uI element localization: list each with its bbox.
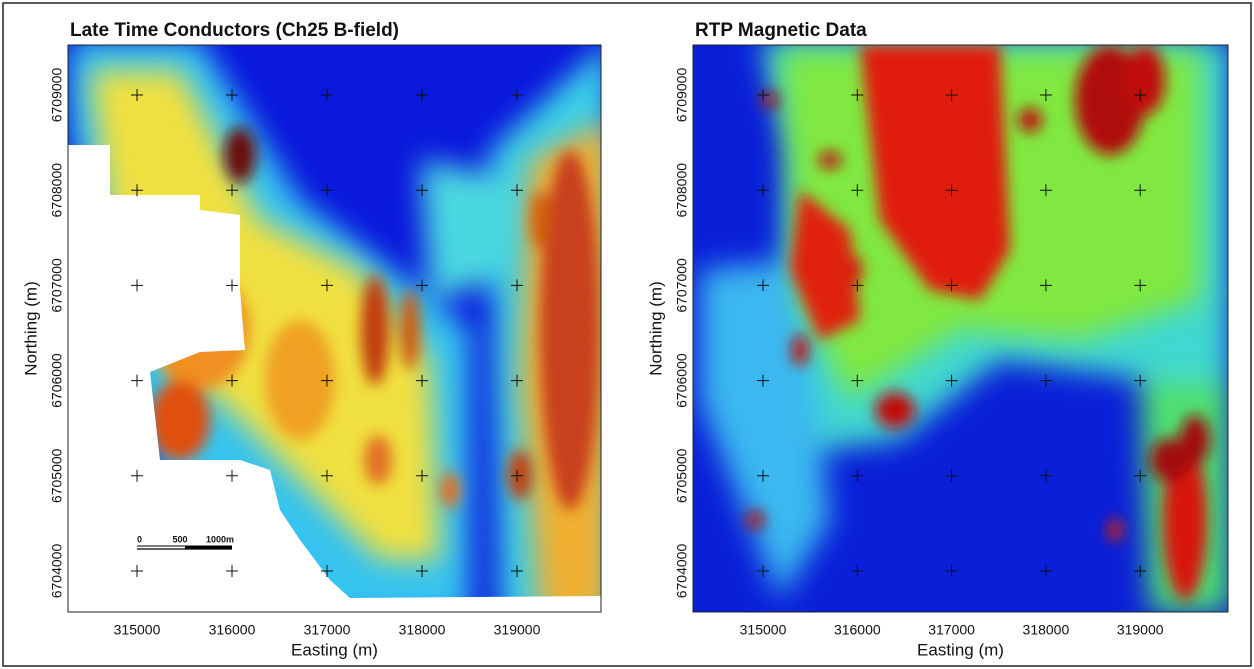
x-tick-label: 315000: [740, 622, 787, 638]
y-tick-label: 6707000: [49, 258, 65, 313]
x-tick-label: 317000: [304, 622, 351, 638]
x-tick-label: 315000: [114, 622, 161, 638]
y-axis-label: Northing (m): [21, 281, 40, 375]
y-tick-label: 6705000: [674, 448, 690, 503]
magnetic-map: [693, 40, 1230, 612]
figure: Late Time Conductors (Ch25 B-field) Easti…: [0, 0, 1254, 669]
y-tick-label: 6708000: [674, 163, 690, 218]
x-tick-label: 319000: [1117, 622, 1164, 638]
x-tick-label: 316000: [834, 622, 881, 638]
y-tick-label: 6706000: [49, 353, 65, 408]
x-tick-label: 318000: [1023, 622, 1070, 638]
y-tick-label: 6706000: [674, 353, 690, 408]
y-tick-label: 6707000: [674, 258, 690, 313]
x-axis-label: Easting (m): [917, 640, 1004, 659]
y-tick-label: 6704000: [674, 544, 690, 599]
x-tick-label: 318000: [399, 622, 446, 638]
x-tick-label: 319000: [494, 622, 541, 638]
x-tick-label: 317000: [928, 622, 975, 638]
x-axis-label: Easting (m): [291, 640, 378, 659]
x-tick-label: 316000: [209, 622, 256, 638]
scale-bar-label: 1000m: [206, 534, 234, 544]
y-tick-label: 6705000: [49, 448, 65, 503]
y-tick-label: 6704000: [49, 544, 65, 599]
panel-title: Late Time Conductors (Ch25 B-field): [70, 20, 399, 41]
y-tick-label: 6708000: [49, 163, 65, 218]
y-tick-label: 6709000: [49, 68, 65, 123]
y-tick-label: 6709000: [674, 68, 690, 123]
scale-bar-label: 0: [137, 534, 142, 544]
conductivity-map: [68, 40, 610, 620]
panel-title: RTP Magnetic Data: [695, 20, 867, 41]
scale-bar-label: 500: [172, 534, 187, 544]
y-axis-label: Northing (m): [646, 281, 665, 375]
